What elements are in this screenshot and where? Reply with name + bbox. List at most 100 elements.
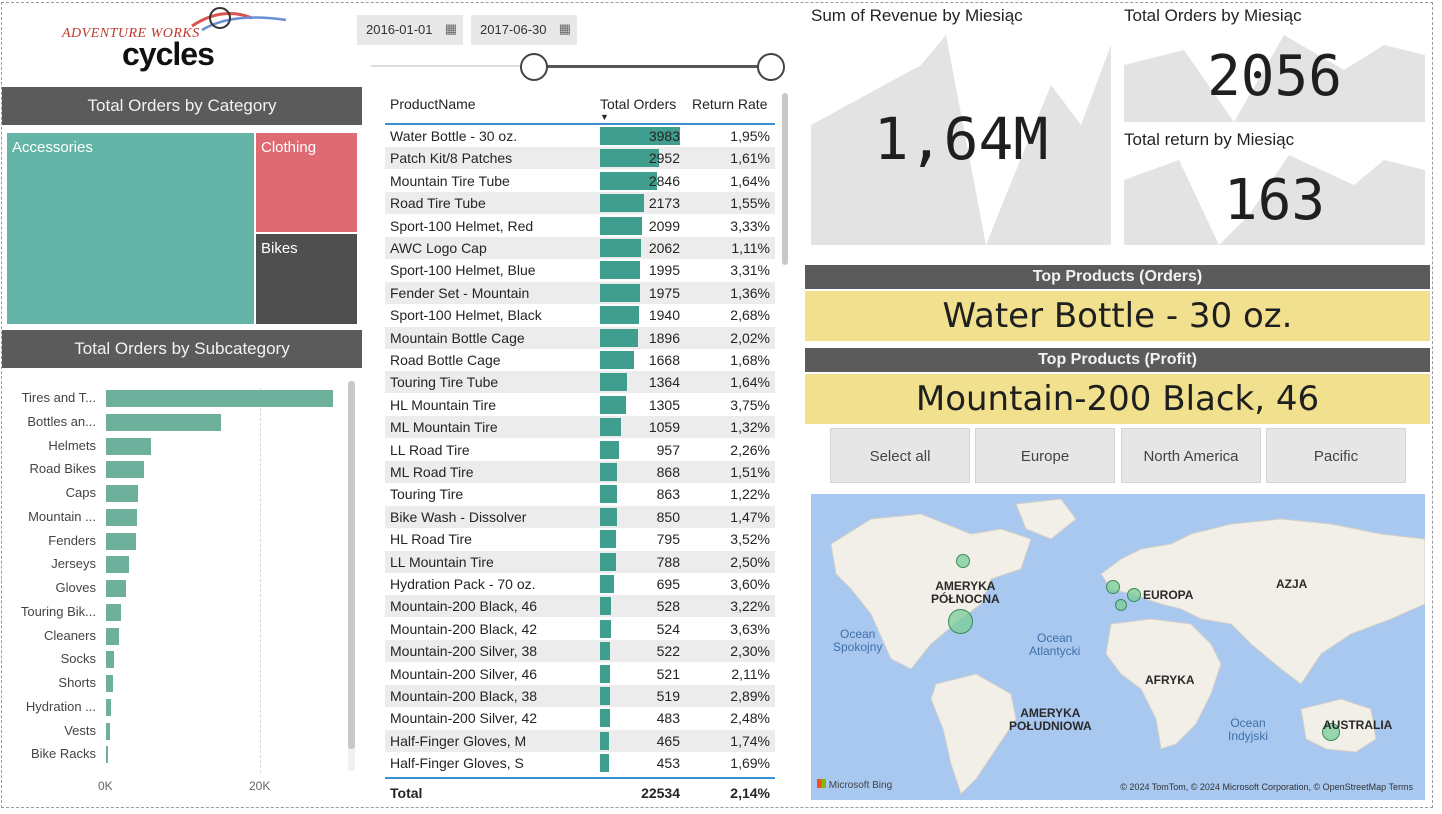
product-name: Hydration Pack - 70 oz.	[390, 576, 536, 592]
map-bubble[interactable]	[1322, 723, 1340, 741]
product-name: Sport-100 Helmet, Black	[390, 307, 542, 324]
table-row[interactable]: Hydration Pack - 70 oz. 695 3,60%	[385, 573, 775, 595]
bar[interactable]	[106, 461, 144, 479]
table-row[interactable]: Mountain-200 Silver, 42 483 2,48%	[385, 707, 775, 729]
treemap-bikes[interactable]: Bikes	[256, 234, 357, 324]
slicer-select-all[interactable]: Select all	[830, 428, 970, 483]
table-row[interactable]: Half-Finger Gloves, S 453 1,69%	[385, 752, 775, 774]
product-name: Mountain Bottle Cage	[390, 329, 525, 346]
bar[interactable]	[106, 627, 120, 645]
table-row[interactable]: HL Mountain Tire 1305 3,75%	[385, 394, 775, 416]
bar[interactable]	[106, 508, 137, 526]
table-row[interactable]: ML Mountain Tire 1059 1,32%	[385, 416, 775, 439]
bar[interactable]	[106, 580, 127, 597]
table-row[interactable]: HL Road Tire 795 3,52%	[385, 528, 775, 550]
table-row[interactable]: LL Road Tire 957 2,26%	[385, 439, 775, 461]
orders-value: 2056	[1207, 44, 1342, 109]
map-bubble[interactable]	[1115, 599, 1127, 611]
bar[interactable]	[106, 722, 110, 740]
table-row[interactable]: Road Bottle Cage 1668 1,68%	[385, 349, 775, 371]
calendar-icon[interactable]: ▦	[444, 21, 457, 36]
table-row[interactable]: Sport-100 Helmet, Red 2099 3,33%	[385, 215, 775, 237]
sort-desc-icon[interactable]: ▼	[600, 112, 609, 122]
return-rate-value: 1,11%	[731, 240, 770, 256]
bar[interactable]	[106, 532, 137, 550]
bar[interactable]	[106, 556, 130, 574]
orders-databar	[600, 664, 611, 683]
slider-start-handle[interactable]	[520, 53, 548, 81]
table-row[interactable]: Mountain Tire Tube 2846 1,64%	[385, 170, 775, 192]
table-row[interactable]: Mountain Bottle Cage 1896 2,02%	[385, 326, 775, 349]
y-tick-label: Caps	[65, 485, 96, 500]
orders-databar	[600, 507, 618, 526]
table-row[interactable]: Water Bottle - 30 oz. 3983 1,95%	[385, 125, 775, 147]
table-scrollbar-thumb[interactable]	[782, 93, 788, 265]
product-name: Mountain-200 Silver, 38	[390, 643, 538, 660]
table-row[interactable]: Fender Set - Mountain 1975 1,36%	[385, 281, 775, 304]
y-tick-label: Bottles an...	[27, 413, 96, 429]
table-row[interactable]: AWC Logo Cap 2062 1,11%	[385, 237, 775, 259]
table-row[interactable]: Mountain-200 Black, 42 524 3,63%	[385, 618, 775, 640]
table-row[interactable]: Bike Wash - Dissolver 850 1,47%	[385, 505, 775, 528]
table-row[interactable]: Mountain-200 Black, 46 528 3,22%	[385, 595, 775, 618]
windows-logo-icon	[817, 779, 826, 788]
table-row[interactable]: Touring Tire 863 1,22%	[385, 483, 775, 505]
orders-databar	[600, 328, 639, 347]
return-rate-value: 3,52%	[730, 531, 770, 548]
table-row[interactable]: Sport-100 Helmet, Blue 1995 3,31%	[385, 259, 775, 281]
column-header-product[interactable]: ProductName	[390, 96, 476, 112]
total-orders: 22534	[641, 785, 680, 801]
start-date-input[interactable]: 2016-01-01 ▦	[357, 15, 463, 45]
start-date-value: 2016-01-01	[366, 22, 433, 37]
bar[interactable]	[106, 746, 109, 764]
bar[interactable]	[106, 675, 113, 692]
treemap-clothing[interactable]: Clothing	[256, 133, 357, 232]
map-bubble[interactable]	[1106, 580, 1120, 594]
total-label: Total	[390, 785, 423, 801]
product-name: HL Mountain Tire	[390, 396, 497, 413]
table-row[interactable]: Mountain-200 Black, 38 519 2,89%	[385, 685, 775, 707]
bar[interactable]	[106, 485, 138, 502]
map-bubble[interactable]	[1127, 588, 1141, 602]
calendar-icon[interactable]: ▦	[558, 21, 571, 36]
column-header-orders[interactable]: Total Orders	[600, 96, 677, 112]
table-row[interactable]: Half-Finger Gloves, M 465 1,74%	[385, 729, 775, 752]
table-row[interactable]: Patch Kit/8 Patches 2952 1,61%	[385, 147, 775, 170]
end-date-input[interactable]: 2017-06-30 ▦	[471, 15, 577, 45]
table-row[interactable]: Touring Tire Tube 1364 1,64%	[385, 371, 775, 394]
slicer-north-america[interactable]: North America	[1121, 428, 1261, 483]
orders-databar	[600, 418, 622, 437]
return-rate-value: 2,50%	[730, 553, 770, 570]
map-copyright[interactable]: © 2024 TomTom, © 2024 Microsoft Corporat…	[1120, 782, 1413, 792]
world-map[interactable]: AMERYKA PÓŁNOCNA EUROPA AZJA AFRYKA AMER…	[811, 494, 1425, 800]
map-bubble[interactable]	[948, 609, 973, 634]
product-name: Mountain-200 Silver, 46	[390, 665, 538, 682]
bar[interactable]	[106, 437, 152, 455]
map-bubble[interactable]	[956, 554, 970, 568]
product-name: Mountain-200 Black, 46	[390, 598, 538, 615]
bar[interactable]	[106, 390, 334, 407]
table-row[interactable]: LL Mountain Tire 788 2,50%	[385, 550, 775, 573]
return-rate-value: 1,55%	[730, 195, 770, 212]
subcategory-scrollbar-thumb[interactable]	[348, 381, 355, 749]
orders-value: 1940	[648, 307, 680, 324]
product-name: LL Road Tire	[390, 441, 470, 458]
y-tick-label: Vests	[64, 722, 96, 738]
table-row[interactable]: ML Road Tire 868 1,51%	[385, 461, 775, 483]
slicer-pacific[interactable]: Pacific	[1266, 428, 1406, 483]
treemap-accessories[interactable]: Accessories	[7, 133, 254, 324]
table-row[interactable]: Sport-100 Helmet, Black 1940 2,68%	[385, 304, 775, 326]
table-row[interactable]: Mountain-200 Silver, 46 521 2,11%	[385, 663, 775, 685]
slider-end-handle[interactable]	[757, 53, 785, 81]
orders-databar	[600, 597, 611, 616]
y-tick-label: Socks	[60, 651, 96, 667]
table-row[interactable]: Road Tire Tube 2173 1,55%	[385, 192, 775, 215]
slicer-europe[interactable]: Europe	[975, 428, 1115, 483]
bar[interactable]	[106, 603, 122, 621]
column-header-rate[interactable]: Return Rate	[692, 96, 768, 112]
bar[interactable]	[106, 413, 221, 431]
logo: ADVENTURE WORKS cycles	[52, 4, 297, 80]
table-row[interactable]: Mountain-200 Silver, 38 522 2,30%	[385, 640, 775, 663]
bar[interactable]	[106, 698, 112, 716]
bar[interactable]	[106, 651, 114, 669]
